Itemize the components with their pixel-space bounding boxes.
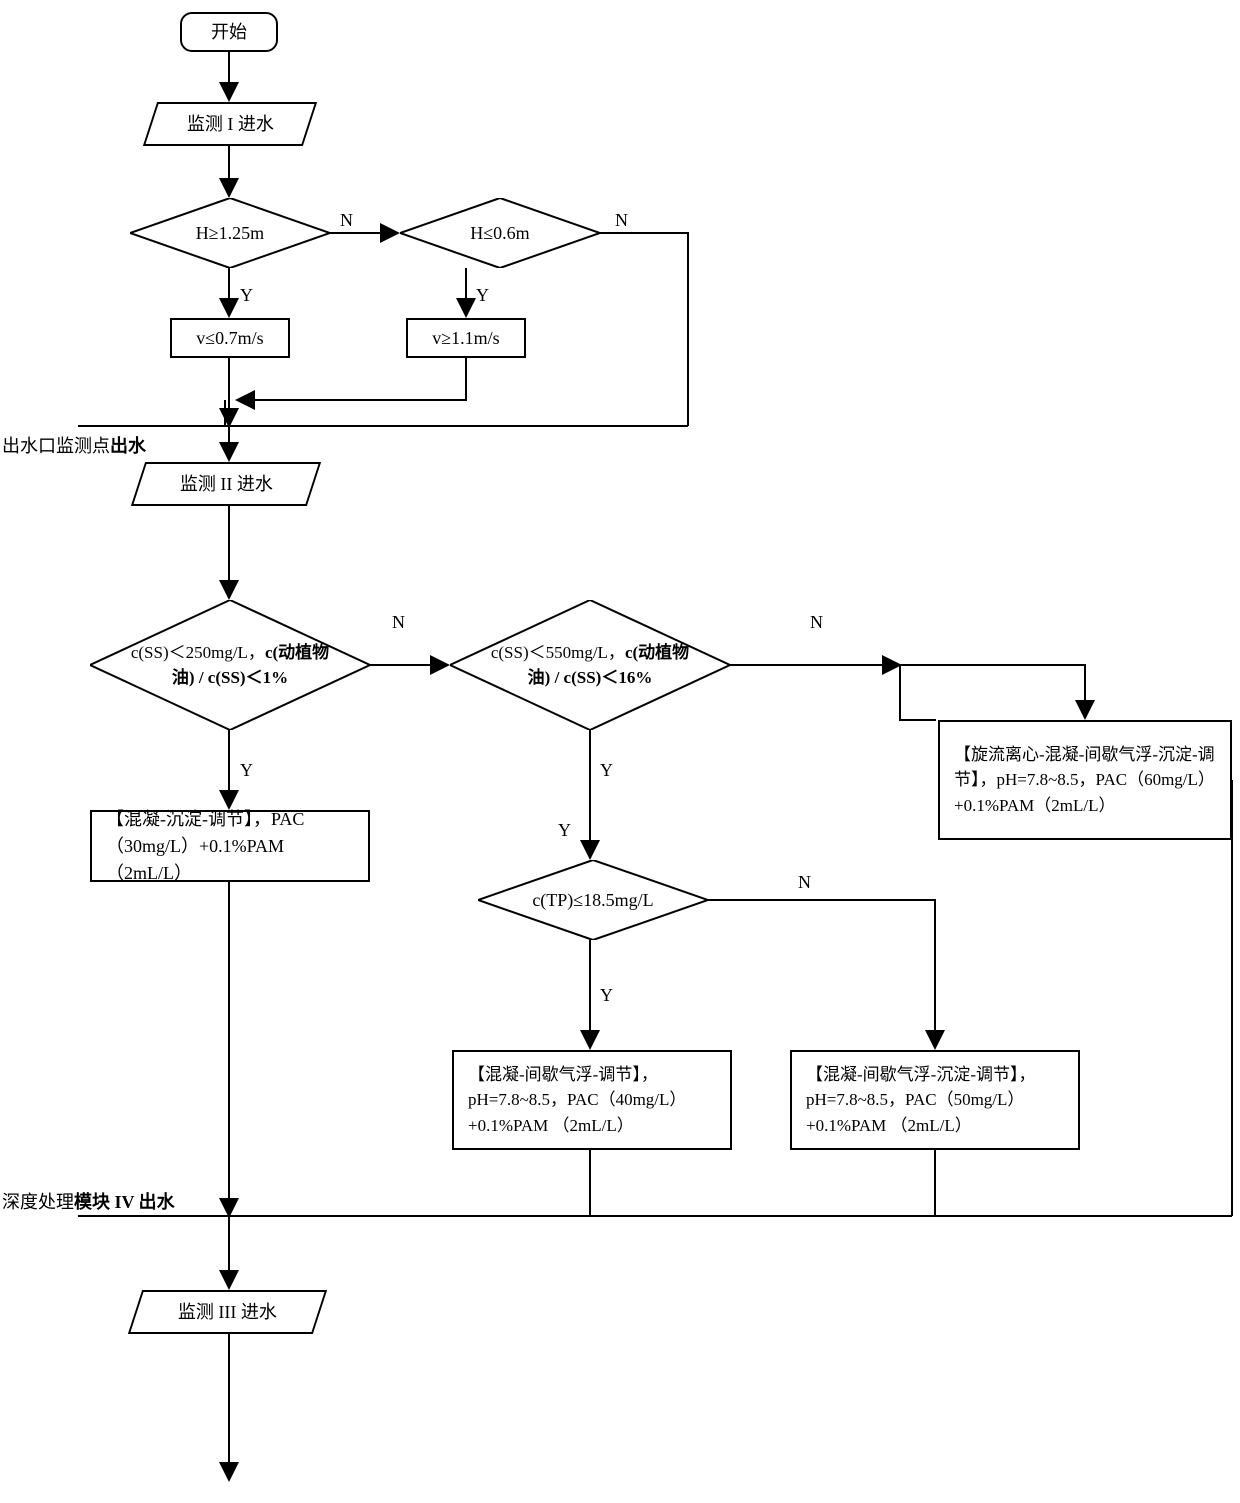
side-label-outlet: 出水口监测点出水 [2,432,146,458]
process-pac30-label: 【混凝-沉淀-调节】，PAC（30mg/L）+0.1%PAM（2mL/L） [106,806,354,887]
process-gas40-label: 【混凝-间歇气浮-调节】，pH=7.8~8.5，PAC（40mg/L）+0.1%… [468,1062,716,1139]
decision-h125: H≥1.25m [130,198,330,268]
start-terminal: 开始 [180,12,278,52]
monitor-1-io: 监测 I 进水 [143,102,317,146]
process-rotational-label: 【旋流离心-混凝-间歇气浮-沉淀-调节】，pH=7.8~8.5，PAC（60mg… [954,742,1216,819]
yn-label: N [798,872,811,893]
decision-ss250-label: c(SS)＜250mg/L，c(动植物油) / c(SS)＜1% [130,640,330,691]
yn-label: Y [600,760,613,781]
process-gas50-label: 【混凝-间歇气浮-沉淀-调节】，pH=7.8~8.5，PAC（50mg/L）+0… [806,1062,1064,1139]
process-v11-label: v≥1.1m/s [432,325,499,352]
decision-h125-label: H≥1.25m [196,220,264,247]
monitor-2-io: 监测 II 进水 [131,462,321,506]
yn-label: Y [476,285,489,306]
start-label: 开始 [211,19,247,46]
monitor-2-label: 监测 II 进水 [180,471,273,498]
process-v11: v≥1.1m/s [406,318,526,358]
process-rotational: 【旋流离心-混凝-间歇气浮-沉淀-调节】，pH=7.8~8.5，PAC（60mg… [938,720,1232,840]
process-v07-label: v≤0.7m/s [196,325,263,352]
yn-label: Y [240,285,253,306]
decision-h06-label: H≤0.6m [470,220,529,247]
process-pac30: 【混凝-沉淀-调节】，PAC（30mg/L）+0.1%PAM（2mL/L） [90,810,370,882]
process-v07: v≤0.7m/s [170,318,290,358]
monitor-3-label: 监测 III 进水 [178,1299,277,1326]
decision-ss550-label: c(SS)＜550mg/L，c(动植物油) / c(SS)＜16% [490,640,690,691]
decision-h06: H≤0.6m [400,198,600,268]
yn-label: Y [240,760,253,781]
yn-label: Y [600,985,613,1006]
yn-label: N [340,210,353,231]
yn-label: N [615,210,628,231]
monitor-3-io: 监测 III 进水 [128,1290,327,1334]
process-gas40: 【混凝-间歇气浮-调节】，pH=7.8~8.5，PAC（40mg/L）+0.1%… [452,1050,732,1150]
decision-ss250: c(SS)＜250mg/L，c(动植物油) / c(SS)＜1% [90,600,370,730]
yn-label: Y [558,820,571,841]
monitor-1-label: 监测 I 进水 [187,111,274,138]
side-label-deep: 深度处理模块 IV 出水 [2,1188,175,1214]
yn-label: N [392,612,405,633]
decision-tp-label: c(TP)≤18.5mg/L [532,887,653,914]
decision-tp: c(TP)≤18.5mg/L [478,860,708,940]
process-gas50: 【混凝-间歇气浮-沉淀-调节】，pH=7.8~8.5，PAC（50mg/L）+0… [790,1050,1080,1150]
yn-label: N [810,612,823,633]
decision-ss550: c(SS)＜550mg/L，c(动植物油) / c(SS)＜16% [450,600,730,730]
